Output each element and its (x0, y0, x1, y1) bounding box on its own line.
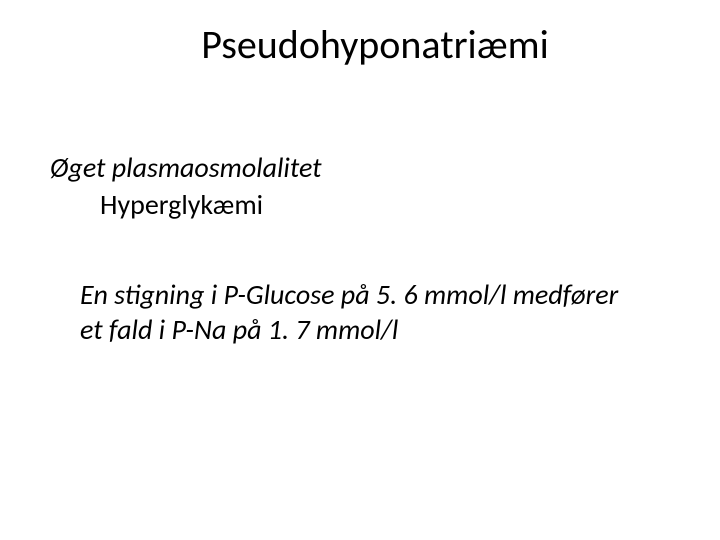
subheading-text: Øget plasmaosmolalitet (50, 150, 670, 185)
slide-body: Øget plasmaosmolalitet Hyperglykæmi En s… (50, 150, 670, 347)
slide-title: Pseudohyponatriæmi (0, 20, 720, 69)
note-text: En stigning i P-Glucose på 5. 6 mmol/l m… (80, 277, 640, 347)
list-item: Hyperglykæmi (100, 187, 670, 222)
slide-container: Pseudohyponatriæmi Øget plasmaosmolalite… (0, 0, 720, 540)
